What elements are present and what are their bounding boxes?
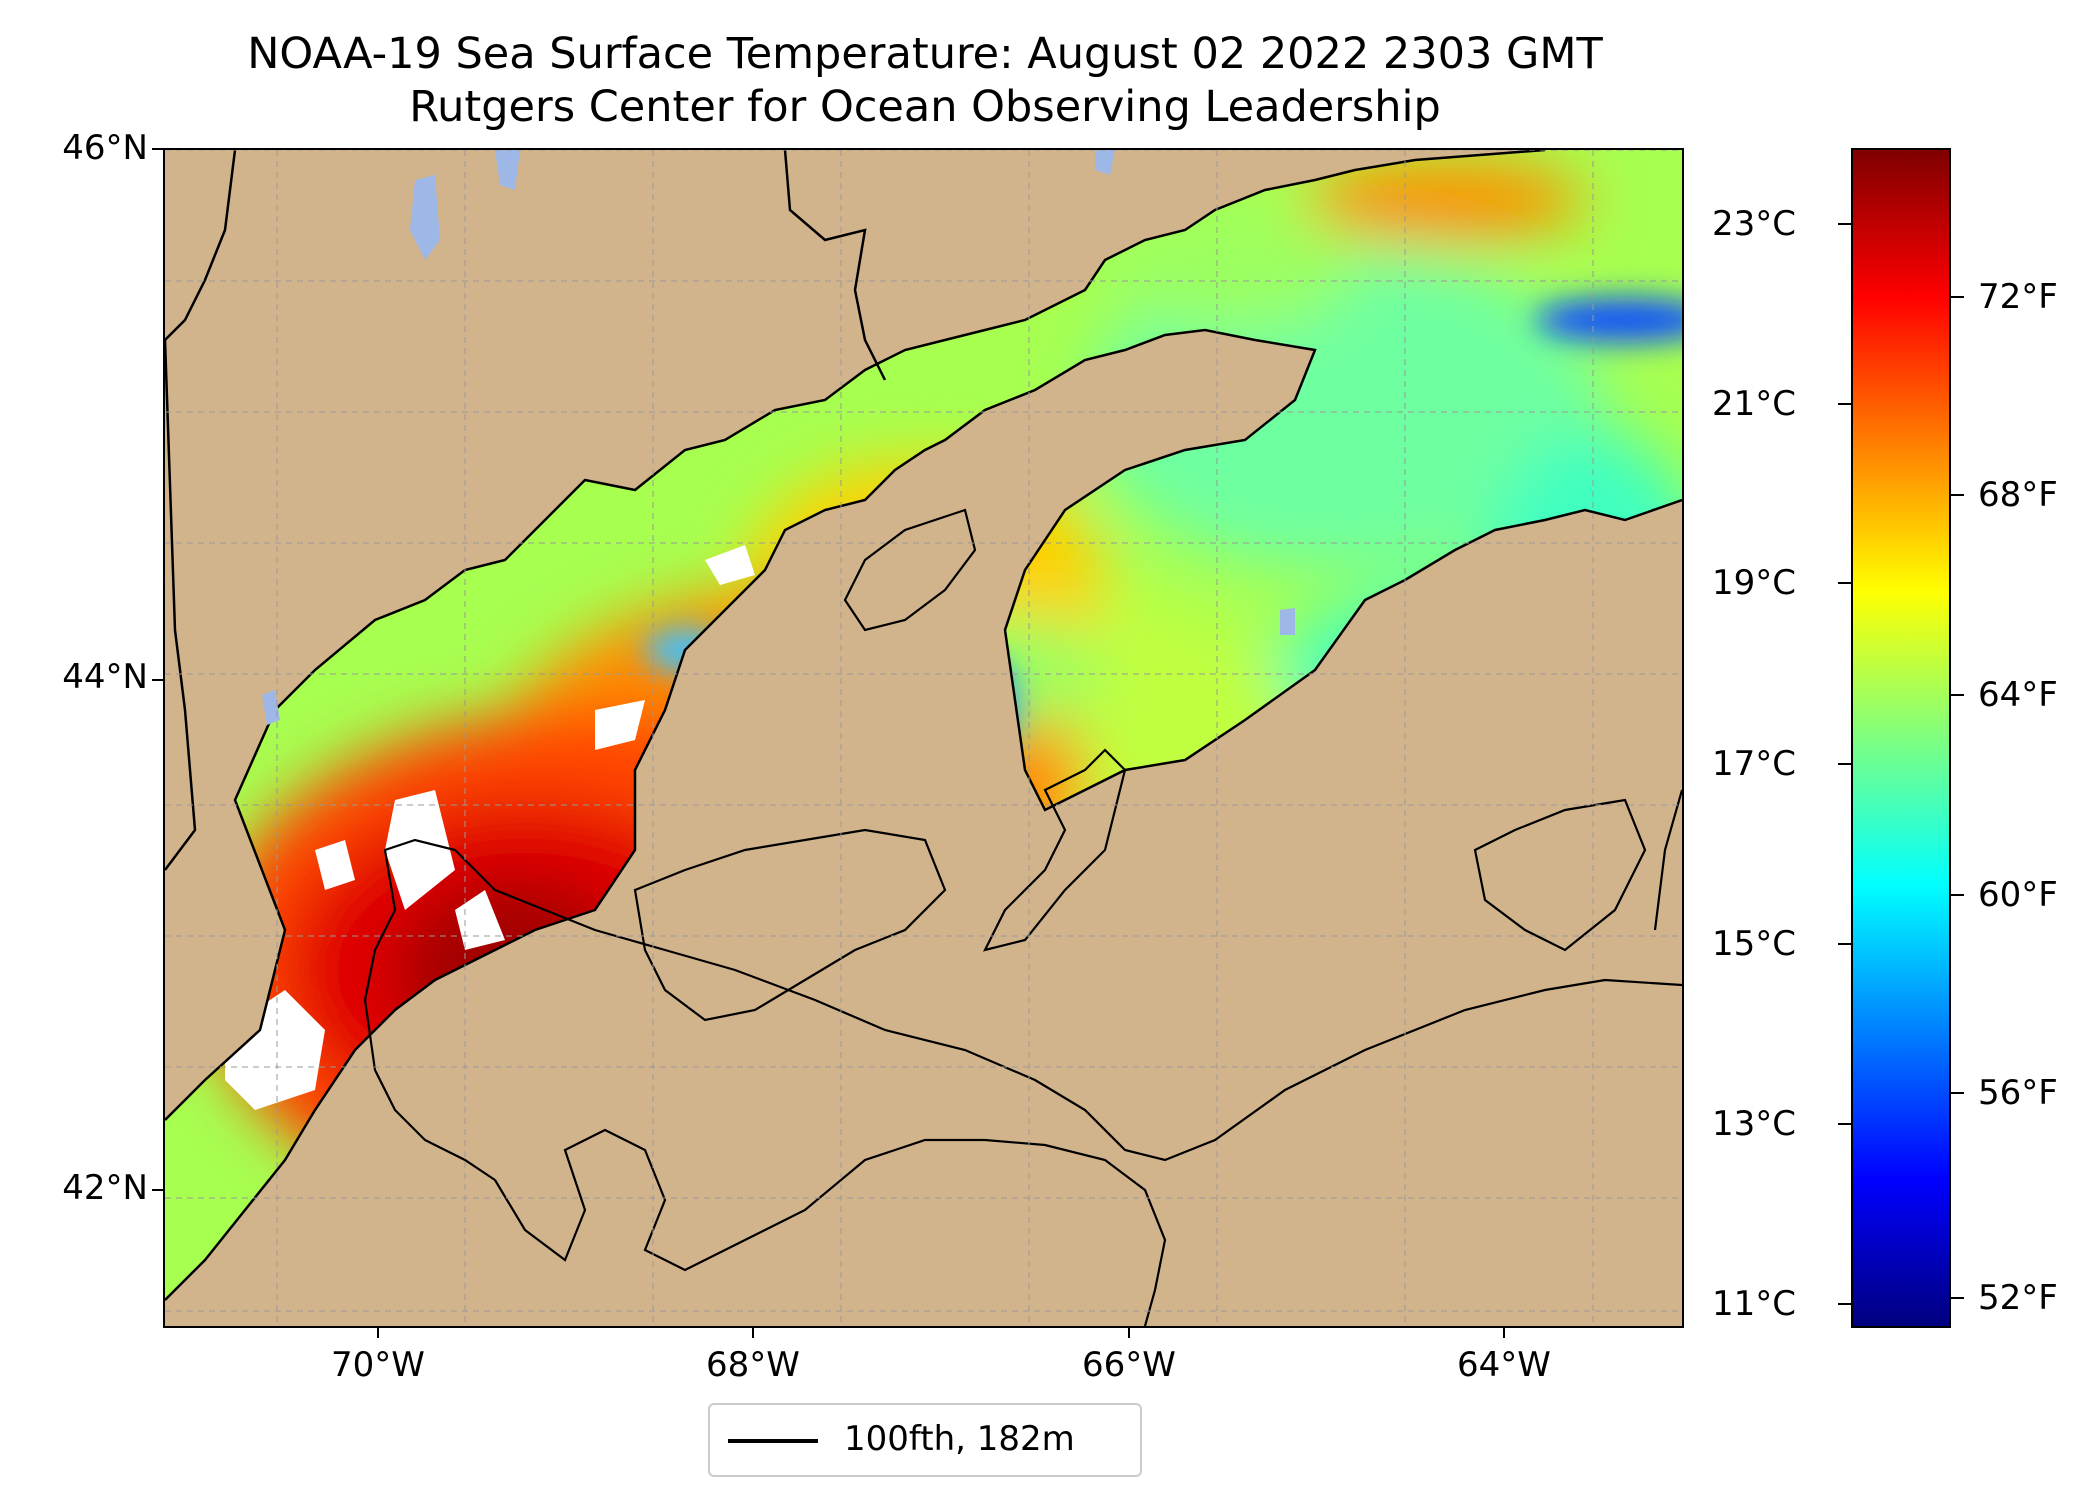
celsius-label-23: 23°C	[1712, 204, 1797, 244]
fahrenheit-label-72: 72°F	[1978, 277, 2058, 317]
chart-subtitle: Rutgers Center for Ocean Observing Leade…	[409, 82, 1441, 132]
chart-title: NOAA-19 Sea Surface Temperature: August …	[247, 29, 1603, 79]
lakes	[262, 150, 1295, 725]
state-boundary	[165, 339, 197, 871]
fahrenheit-label-60: 60°F	[1978, 875, 2058, 915]
lon-tick	[377, 1326, 379, 1338]
lat-label-42n: 42°N	[62, 1168, 148, 1208]
lat-tick	[152, 1189, 164, 1191]
celsius-label-17: 17°C	[1712, 744, 1797, 784]
legend: 100fth, 182m	[708, 1403, 1142, 1477]
lon-label-64w: 64°W	[1457, 1345, 1551, 1385]
celsius-tick	[1838, 763, 1851, 765]
lat-label-44n: 44°N	[62, 657, 148, 697]
celsius-label-21: 21°C	[1712, 384, 1797, 424]
celsius-tick	[1838, 403, 1851, 405]
gridlines	[165, 150, 1682, 1326]
celsius-tick	[1838, 582, 1851, 584]
lat-tick	[152, 679, 164, 681]
celsius-label-13: 13°C	[1712, 1104, 1797, 1144]
sst-map	[163, 148, 1684, 1328]
celsius-tick	[1838, 943, 1851, 945]
lat-tick	[152, 148, 164, 150]
fahrenheit-tick	[1951, 296, 1964, 298]
fahrenheit-label-56: 56°F	[1978, 1073, 2058, 1113]
fahrenheit-label-68: 68°F	[1978, 475, 2058, 515]
fahrenheit-tick	[1951, 1297, 1964, 1299]
fahrenheit-label-52: 52°F	[1978, 1278, 2058, 1318]
coastline-mainland	[165, 150, 1546, 1121]
border-boundary	[783, 150, 887, 381]
border-boundary-west	[165, 150, 237, 341]
depth-contours	[363, 508, 1682, 1326]
lon-tick	[1128, 1326, 1130, 1338]
celsius-label-19: 19°C	[1712, 563, 1797, 603]
lon-tick	[1503, 1326, 1505, 1338]
celsius-tick	[1838, 1123, 1851, 1125]
celsius-label-11: 11°C	[1712, 1284, 1797, 1324]
fahrenheit-label-64: 64°F	[1978, 675, 2058, 715]
coastline-nova-scotia	[165, 328, 1682, 1301]
fahrenheit-tick	[1951, 894, 1964, 896]
lon-label-66w: 66°W	[1082, 1345, 1176, 1385]
fahrenheit-tick	[1951, 694, 1964, 696]
lon-label-70w: 70°W	[331, 1345, 425, 1385]
celsius-label-15: 15°C	[1712, 924, 1797, 964]
fahrenheit-tick	[1951, 494, 1964, 496]
lat-label-46n: 46°N	[62, 128, 148, 168]
celsius-tick	[1838, 1303, 1851, 1305]
fahrenheit-tick	[1951, 1092, 1964, 1094]
legend-line-swatch	[728, 1439, 818, 1443]
celsius-tick	[1838, 223, 1851, 225]
legend-label: 100fth, 182m	[844, 1419, 1075, 1459]
lon-tick	[752, 1326, 754, 1338]
lon-label-68w: 68°W	[706, 1345, 800, 1385]
colorbar	[1851, 148, 1951, 1328]
